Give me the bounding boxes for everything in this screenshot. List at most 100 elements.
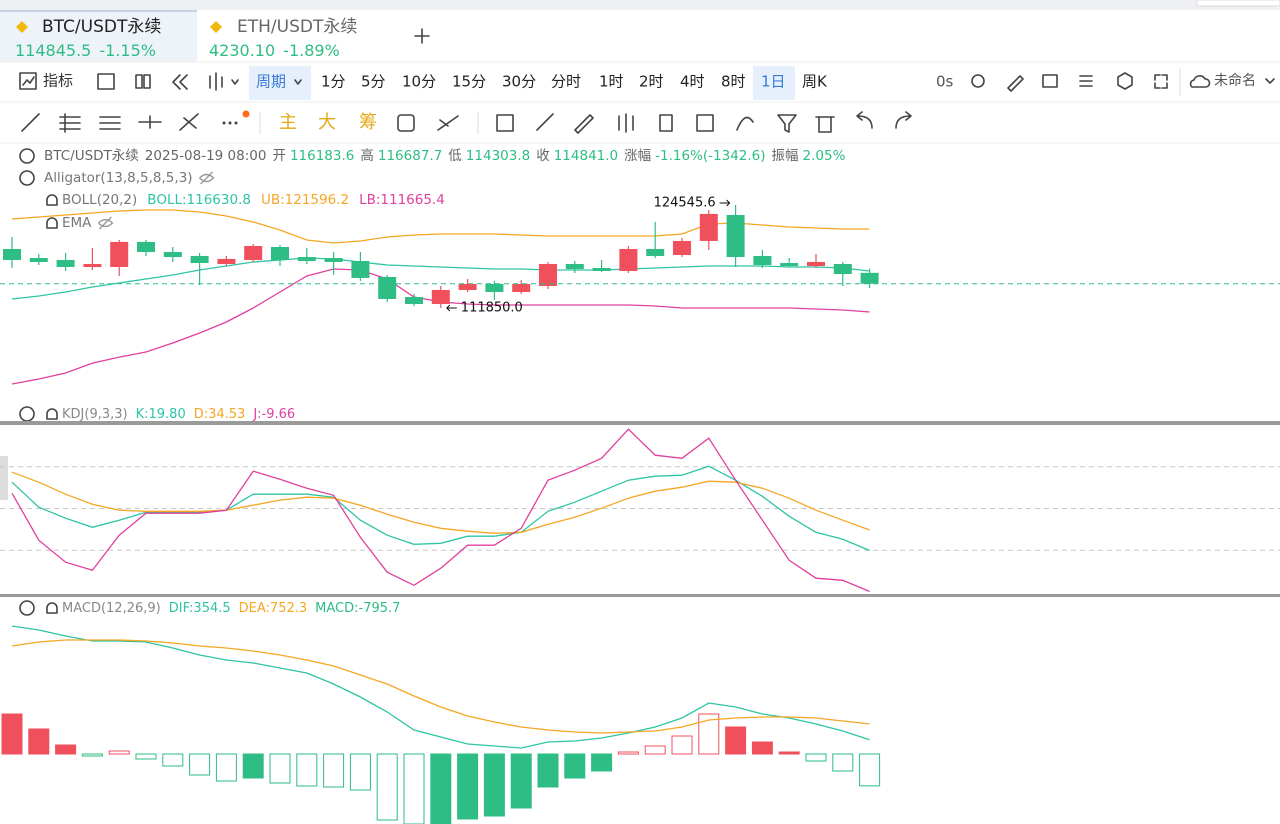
panel-separator[interactable] xyxy=(0,594,1280,597)
candle-body xyxy=(163,252,182,258)
pen-icon[interactable] xyxy=(1007,75,1024,92)
tab-symbol[interactable]: ETH/USDT永续 xyxy=(237,17,357,37)
ruler-tool[interactable] xyxy=(536,113,554,131)
bell-icon[interactable] xyxy=(46,408,58,420)
candle-body xyxy=(378,276,397,299)
magnet-tool[interactable] xyxy=(736,116,754,131)
info-line: BTC/USDT永续 2025-08-19 08:00 开 116183.6 高 1166… xyxy=(44,147,846,164)
overlay-toggle[interactable]: 大 xyxy=(318,112,336,133)
channel-tool[interactable] xyxy=(59,113,81,133)
interval[interactable]: 1时 xyxy=(599,73,624,91)
macd-bar xyxy=(296,753,318,787)
macd-bar xyxy=(644,745,666,755)
candle-body xyxy=(619,249,638,271)
candle-body xyxy=(190,255,209,264)
macd-bar xyxy=(725,726,747,755)
indicator-icon[interactable] xyxy=(19,72,37,90)
overlay-toggle[interactable]: 筹 xyxy=(359,112,377,133)
line-tool[interactable] xyxy=(21,113,40,132)
tab-quote: 4230.10 -1.89% xyxy=(209,41,340,60)
info-label: 高 xyxy=(360,147,374,164)
info-value: 114841.0 xyxy=(554,148,618,164)
filter-tool[interactable] xyxy=(777,114,797,133)
interval[interactable]: 5分 xyxy=(361,73,386,91)
settings-icon[interactable] xyxy=(1117,72,1133,90)
macd-bar xyxy=(617,751,639,755)
interval[interactable]: 周K xyxy=(802,73,828,91)
interval[interactable]: 4时 xyxy=(680,73,705,91)
layout-name[interactable]: 未命名 xyxy=(1214,72,1256,89)
macd-bar xyxy=(162,753,184,767)
window-box xyxy=(1196,0,1280,7)
panel-separator[interactable] xyxy=(0,421,1280,425)
fib-tool[interactable] xyxy=(99,116,121,130)
collapse-icon[interactable] xyxy=(19,600,35,616)
interval-active-bg xyxy=(753,66,795,100)
interval[interactable]: 10分 xyxy=(402,73,436,91)
candle-tool[interactable] xyxy=(618,113,634,133)
brush-tool[interactable] xyxy=(574,114,594,134)
toolbar-icons[interactable] xyxy=(19,68,1275,96)
collapse-icon[interactable] xyxy=(19,170,35,186)
hline-tool[interactable] xyxy=(138,115,162,129)
interval[interactable]: 30分 xyxy=(502,73,536,91)
chart-type-icon[interactable] xyxy=(209,72,239,91)
replay-icon[interactable] xyxy=(172,74,188,90)
cloud-icon[interactable] xyxy=(1189,75,1211,88)
indicator-legend: KDJ(9,3,3) K:19.80 D:34.53 J:-9.66 xyxy=(62,407,295,422)
active-tab-bg[interactable] xyxy=(0,10,197,62)
pitch-tool[interactable] xyxy=(179,113,199,131)
list-icon[interactable] xyxy=(1079,75,1093,87)
macd-bar xyxy=(457,753,479,820)
copy-tool[interactable] xyxy=(496,114,514,132)
bell-icon[interactable] xyxy=(46,602,58,614)
lock-tool[interactable] xyxy=(659,114,673,132)
side-handle[interactable] xyxy=(0,456,8,500)
overlay-toggle[interactable]: 主 xyxy=(279,112,297,133)
add-tab[interactable] xyxy=(414,28,430,44)
tab-quote: 114845.5 -1.15% xyxy=(15,41,156,60)
drawing-icons[interactable] xyxy=(21,110,912,135)
undo[interactable] xyxy=(856,111,873,129)
bell-icon[interactable] xyxy=(46,194,58,206)
period-bg[interactable] xyxy=(249,66,311,100)
macd-bar xyxy=(859,753,881,787)
arrow xyxy=(719,199,731,207)
candle-body xyxy=(860,272,879,284)
timer: 0s xyxy=(936,73,954,91)
text-tool[interactable] xyxy=(696,114,714,132)
sync-tool[interactable] xyxy=(397,114,415,132)
candle-body xyxy=(271,246,289,261)
hidden-eye-icon[interactable] xyxy=(199,171,215,185)
redo[interactable] xyxy=(895,111,912,129)
interval[interactable]: 1日 xyxy=(761,73,786,91)
period-button[interactable]: 周期 xyxy=(256,73,286,91)
split-icon[interactable] xyxy=(135,74,143,89)
collapse-icon[interactable] xyxy=(19,406,35,422)
interval[interactable]: 2时 xyxy=(639,73,664,91)
bell-icon[interactable] xyxy=(46,217,58,229)
collapse-icon[interactable] xyxy=(19,148,35,164)
info-value: 114303.8 xyxy=(466,148,530,164)
macd-bar xyxy=(269,753,291,784)
fullscreen-icon[interactable] xyxy=(1154,74,1168,89)
interval[interactable]: 1分 xyxy=(321,73,346,91)
interval[interactable]: 15分 xyxy=(452,73,486,91)
macd-bar xyxy=(135,753,157,760)
dot xyxy=(234,121,238,125)
hidden-eye-icon[interactable] xyxy=(97,216,114,230)
measure-tool[interactable] xyxy=(437,115,459,131)
note-icon[interactable] xyxy=(1042,74,1058,88)
macd-bar xyxy=(108,750,130,755)
badge xyxy=(242,110,250,118)
split-icon xyxy=(143,74,151,89)
candle-body xyxy=(458,283,477,290)
layout-icon[interactable] xyxy=(97,73,115,90)
camera-icon[interactable] xyxy=(971,74,985,88)
indicators-button[interactable]: 指标 xyxy=(43,72,73,90)
candle-body xyxy=(351,261,370,278)
tab-symbol[interactable]: BTC/USDT永续 xyxy=(42,17,161,37)
trash-tool[interactable] xyxy=(815,116,835,133)
interval[interactable]: 分时 xyxy=(551,73,581,91)
interval[interactable]: 8时 xyxy=(721,73,746,91)
